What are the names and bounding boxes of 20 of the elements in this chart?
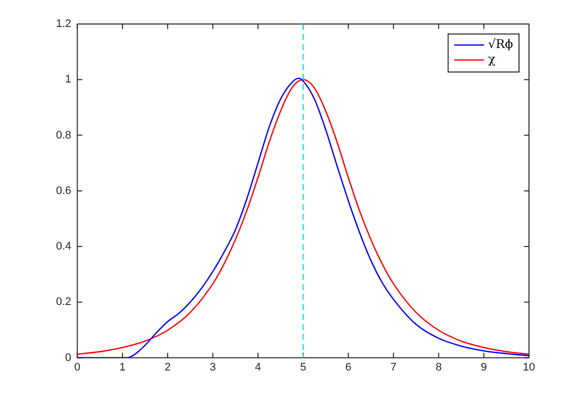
legend-label: √Rϕ [488, 37, 514, 52]
y-tick-label: 1 [65, 74, 72, 86]
legend-label: χ [488, 52, 496, 66]
x-tick-label: 7 [390, 361, 397, 374]
y-tick-label: 0.6 [56, 184, 72, 197]
x-tick-label: 4 [254, 361, 262, 374]
x-tick-label: 6 [345, 361, 352, 374]
x-tick-label: 1 [119, 361, 126, 374]
y-tick-label: 0.4 [56, 240, 72, 253]
x-tick-label: 9 [480, 361, 487, 374]
x-tick-label: 5 [300, 361, 306, 374]
x-tick-label: 3 [210, 361, 216, 374]
x-tick-label: 10 [522, 361, 536, 374]
x-tick-label: 0 [74, 361, 80, 374]
y-tick-label: 0 [65, 352, 72, 364]
y-tick-label: 0.2 [56, 296, 72, 308]
y-tick-label: 1.2 [56, 18, 72, 30]
y-tick-label: 0.8 [56, 129, 72, 142]
x-tick-label: 8 [436, 361, 442, 374]
x-tick-label: 2 [164, 361, 171, 374]
